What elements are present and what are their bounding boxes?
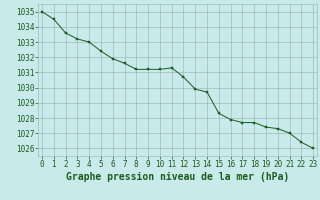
X-axis label: Graphe pression niveau de la mer (hPa): Graphe pression niveau de la mer (hPa): [66, 172, 289, 182]
